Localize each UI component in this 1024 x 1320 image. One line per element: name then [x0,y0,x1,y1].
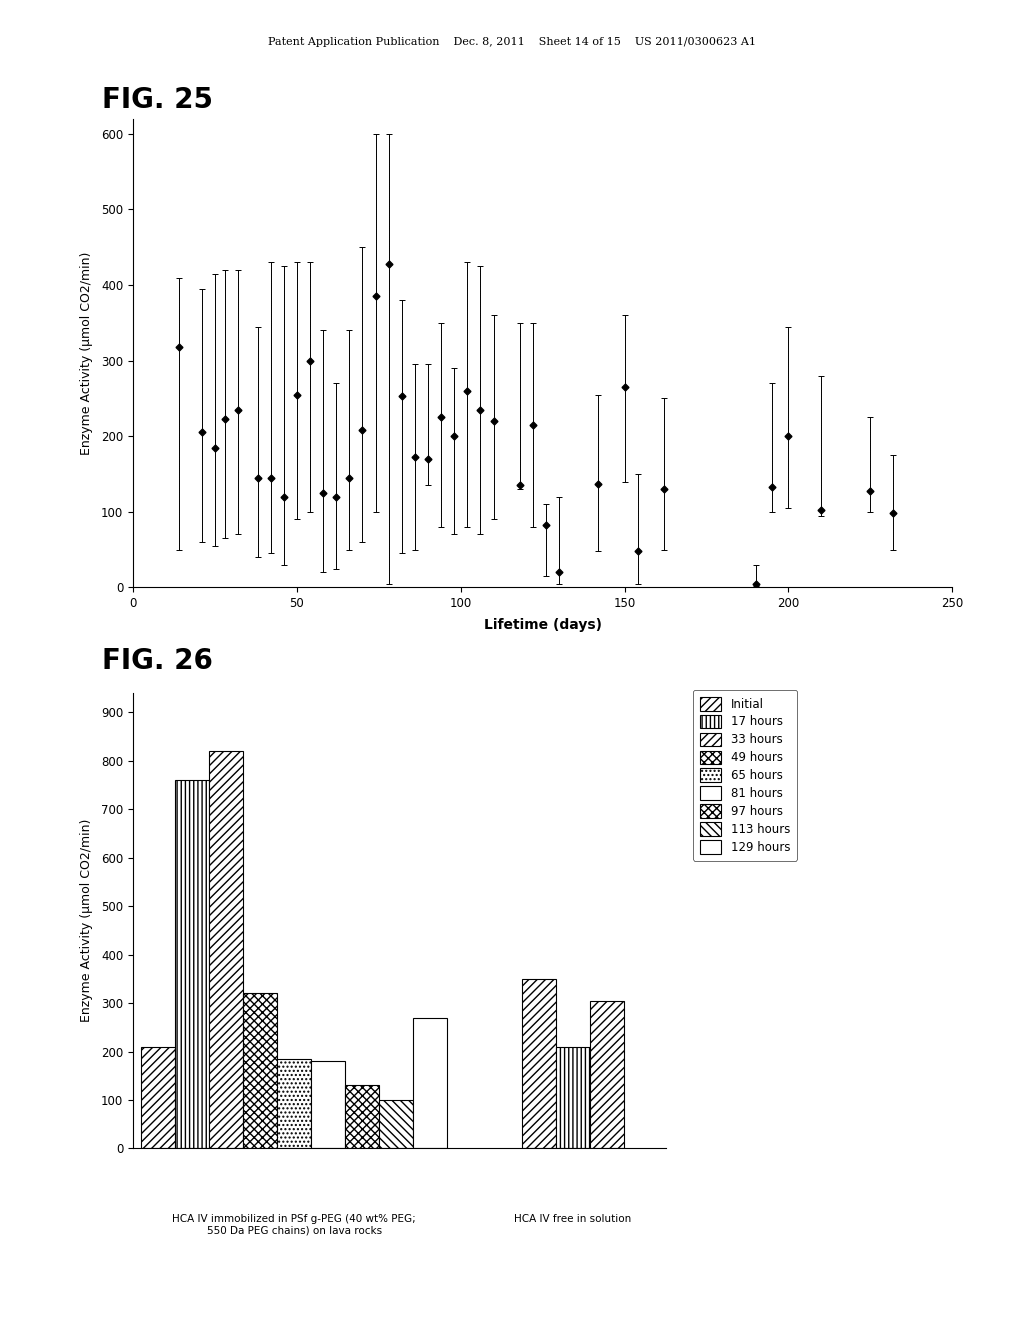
Bar [243,994,278,1148]
Y-axis label: Enzyme Activity (μmol CO2/min): Enzyme Activity (μmol CO2/min) [80,818,93,1023]
Y-axis label: Enzyme Activity (μmol CO2/min): Enzyme Activity (μmol CO2/min) [80,251,93,455]
Text: HCA IV immobilized in PSf g-PEG (40 wt% PEG;
550 Da PEG chains) on lava rocks: HCA IV immobilized in PSf g-PEG (40 wt% … [172,1214,416,1236]
Bar [556,1047,590,1148]
Bar [345,1085,379,1148]
Bar [414,1018,447,1148]
Bar [521,979,556,1148]
Bar [278,1059,311,1148]
Bar [311,1061,345,1148]
Text: FIG. 26: FIG. 26 [102,647,213,675]
Text: Patent Application Publication    Dec. 8, 2011    Sheet 14 of 15    US 2011/0300: Patent Application Publication Dec. 8, 2… [268,37,756,48]
Bar [175,780,209,1148]
Text: FIG. 25: FIG. 25 [102,86,213,114]
Bar [379,1100,414,1148]
Bar [141,1047,175,1148]
Bar [590,1001,624,1148]
X-axis label: Lifetime (days): Lifetime (days) [483,619,602,632]
Bar [209,751,243,1148]
Text: HCA IV free in solution: HCA IV free in solution [514,1214,632,1224]
Legend: Initial, 17 hours, 33 hours, 49 hours, 65 hours, 81 hours, 97 hours, 113 hours, : Initial, 17 hours, 33 hours, 49 hours, 6… [693,690,797,861]
